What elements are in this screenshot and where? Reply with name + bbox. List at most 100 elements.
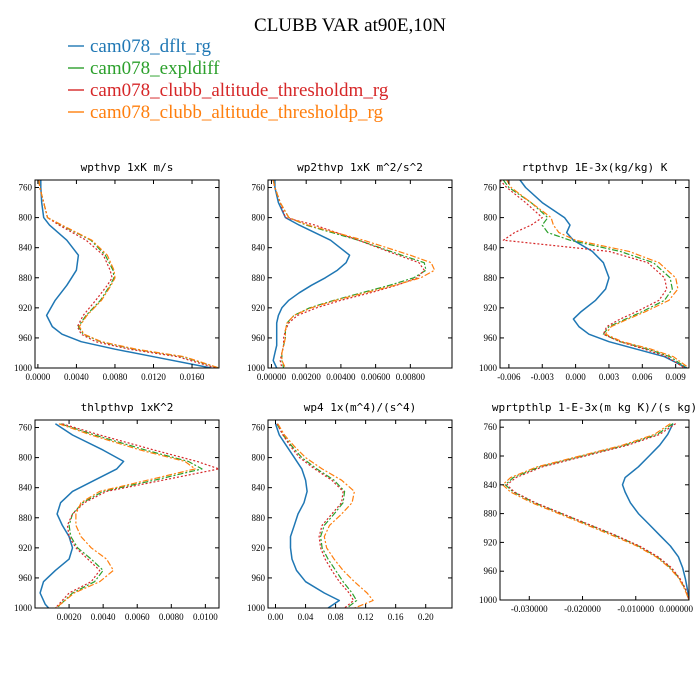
- x-tick-label: 0.000000: [659, 604, 693, 614]
- series-group: [272, 180, 436, 368]
- x-tick-label: 0.000: [565, 372, 586, 382]
- y-tick-label: 800: [484, 213, 498, 223]
- chart-panel: wprtpthlp 1-E-3x(m kg K)/(s kg) 760 800 840…: [479, 401, 697, 614]
- y-tick-label: 840: [19, 483, 33, 493]
- y-tick-label: 880: [484, 509, 498, 519]
- chart-panel: wp2thvp 1xK m^2/s^2 760 800 840 880 920 960 100…: [247, 161, 453, 382]
- y-tick-label: 800: [19, 213, 33, 223]
- y-tick-label: 760: [19, 423, 33, 433]
- x-tick-label: 0.009: [666, 372, 687, 382]
- y-tick-label: 1000: [479, 363, 498, 373]
- panel-title: wp4 1x(m^4)/(s^4): [304, 401, 417, 414]
- x-tick-label: 0.12: [358, 612, 374, 622]
- series-line-expldiff: [56, 423, 203, 608]
- series-line-threshp: [55, 423, 196, 608]
- series-line-expldiff: [276, 423, 358, 608]
- x-tick-label: 0.16: [388, 612, 404, 622]
- legend-item: cam078_dflt_rg: [68, 36, 212, 57]
- series-line-threshm: [54, 423, 219, 608]
- series-line-dflt: [272, 180, 351, 368]
- legend-item: cam078_clubb_altitude_thresholdp_rg: [68, 102, 384, 123]
- chart-panels: wpthvp 1xK m/s76080084088092096010000.00…: [14, 161, 697, 622]
- y-tick-label: 880: [19, 273, 33, 283]
- legend-label: cam078_expldiff: [90, 58, 220, 79]
- y-tick-label: 840: [252, 483, 266, 493]
- x-tick-label: 0.0080: [159, 612, 184, 622]
- y-tick-label: 760: [252, 183, 266, 193]
- series-line-threshm: [500, 180, 685, 368]
- x-tick-label: -0.010000: [617, 604, 654, 614]
- plot-frame: [267, 419, 453, 609]
- series-line-dflt: [519, 180, 688, 368]
- y-tick-label: 840: [484, 480, 498, 490]
- y-tick-label: 960: [252, 573, 266, 583]
- series-group: [39, 423, 219, 608]
- y-tick-label: 760: [484, 422, 498, 432]
- y-tick-label: 880: [484, 273, 498, 283]
- series-line-threshp: [272, 180, 436, 368]
- legend-item: cam078_expldiff: [68, 58, 220, 79]
- series-line-threshp: [277, 423, 374, 608]
- figure-title: CLUBB VAR at90E,10N: [254, 15, 446, 36]
- y-tick-label: 920: [252, 303, 266, 313]
- series-line-threshm: [272, 180, 425, 368]
- y-tick-label: 760: [252, 423, 266, 433]
- y-tick-label: 1000: [247, 363, 266, 373]
- x-tick-label: 0.00000: [257, 372, 287, 382]
- y-tick-label: 840: [252, 243, 266, 253]
- series-group: [502, 423, 689, 600]
- x-tick-label: 0.0100: [193, 612, 218, 622]
- chart-panel: wpthvp 1xK m/s76080084088092096010000.00…: [14, 161, 220, 382]
- legend: cam078_dflt_rgcam078_expldiffcam078_club…: [68, 36, 389, 123]
- x-tick-label: 0.00: [268, 612, 284, 622]
- y-tick-label: 960: [19, 573, 33, 583]
- x-tick-label: 0.003: [599, 372, 620, 382]
- plot-frame: [499, 419, 690, 601]
- x-tick-label: 0.0000: [26, 372, 51, 382]
- panel-title: wp2thvp 1xK m^2/s^2: [297, 161, 423, 174]
- y-tick-label: 880: [252, 273, 266, 283]
- series-group: [38, 180, 219, 368]
- y-tick-label: 880: [252, 513, 266, 523]
- x-tick-label: 0.0120: [141, 372, 166, 382]
- series-line-expldiff: [38, 180, 219, 368]
- x-tick-label: 0.08: [328, 612, 344, 622]
- series-line-dflt: [621, 423, 689, 600]
- y-tick-label: 960: [484, 566, 498, 576]
- legend-label: cam078_clubb_altitude_thresholdp_rg: [90, 102, 384, 123]
- x-tick-label: 0.04: [298, 612, 314, 622]
- panel-title: thlpthvp 1xK^2: [81, 401, 174, 414]
- x-tick-label: -0.003: [531, 372, 555, 382]
- y-tick-label: 760: [484, 183, 498, 193]
- y-tick-label: 1000: [479, 595, 498, 605]
- y-tick-label: 920: [484, 537, 498, 547]
- y-tick-label: 800: [252, 453, 266, 463]
- series-line-dflt: [39, 423, 125, 608]
- series-line-threshm: [506, 423, 689, 600]
- series-line-expldiff: [502, 180, 688, 368]
- chart-panel: rtpthvp 1E-3x(kg/kg) K 760 800 840 880 920 960…: [479, 161, 690, 382]
- series-line-threshm: [38, 180, 217, 368]
- y-tick-label: 840: [19, 243, 33, 253]
- y-tick-label: 920: [484, 303, 498, 313]
- plot-frame: [267, 179, 453, 369]
- series-group: [500, 180, 689, 368]
- y-tick-label: 840: [484, 243, 498, 253]
- y-tick-label: 1000: [247, 603, 266, 613]
- x-tick-label: -0.030000: [511, 604, 548, 614]
- chart-panel: wp4 1x(m^4)/(s^4)76080084088092096010000…: [247, 401, 453, 622]
- y-tick-label: 960: [19, 333, 33, 343]
- plot-frame: [499, 179, 690, 369]
- x-tick-label: 0.006: [632, 372, 653, 382]
- legend-label: cam078_dflt_rg: [90, 36, 212, 57]
- x-tick-label: 0.20: [418, 612, 434, 622]
- series-line-threshp: [38, 180, 219, 368]
- y-tick-label: 960: [252, 333, 266, 343]
- x-tick-label: 0.00600: [361, 372, 391, 382]
- legend-label: cam078_clubb_altitude_thresholdm_rg: [90, 80, 389, 101]
- y-tick-label: 800: [19, 453, 33, 463]
- x-tick-label: 0.0040: [91, 612, 116, 622]
- y-tick-label: 800: [484, 451, 498, 461]
- panel-title: rtpthvp 1E-3x(kg/kg) K: [522, 161, 668, 174]
